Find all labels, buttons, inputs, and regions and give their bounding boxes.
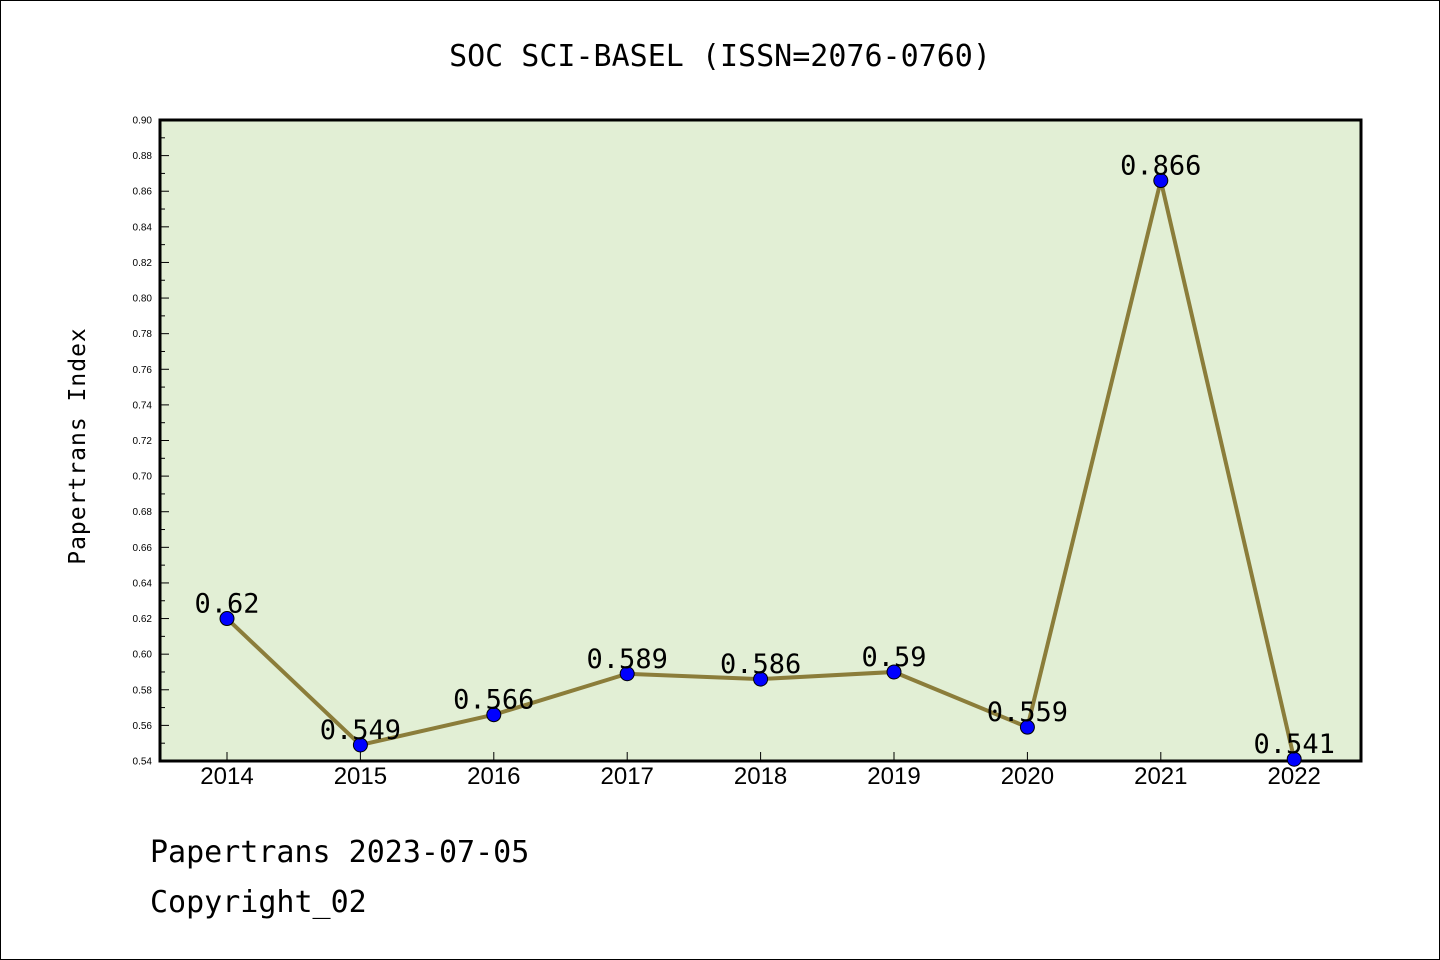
x-tick-label: 2021 [1134,763,1187,790]
y-tick-label: 0.86 [133,187,153,198]
x-tick-label: 2016 [467,763,520,790]
data-point-2018 [753,671,769,687]
y-axis-label: Papertrans Index [65,327,91,565]
y-tick-label: 0.78 [133,329,153,340]
data-label-2022: 0.541 [1254,729,1335,760]
y-tick-label: 0.84 [133,222,153,233]
x-tick-label: 2014 [200,763,253,790]
data-point-2016 [486,707,502,723]
y-tick-label: 0.76 [133,365,153,376]
data-point-2019 [886,664,902,680]
data-label-2015: 0.549 [320,715,401,746]
data-label-2019: 0.59 [861,642,926,673]
y-tick-label: 0.70 [133,472,153,483]
data-label-2018: 0.586 [720,649,801,680]
data-label-2021: 0.866 [1120,151,1201,182]
x-tick-label: 2019 [867,763,920,790]
x-tick-label: 2020 [1001,763,1054,790]
y-tick-label: 0.72 [133,436,153,447]
y-tick-label: 0.56 [133,721,153,732]
footer-date: Papertrans 2023-07-05 [150,835,530,870]
data-labels: 0.62 0.549 0.566 0.589 0.586 0.59 0.559 0.866 0.… [194,151,1334,761]
data-label-2020: 0.559 [987,697,1068,728]
plot-area [158,118,1363,763]
data-point-2022 [1286,751,1302,767]
y-tick-label: 0.90 [133,116,153,127]
y-tick-label: 0.60 [133,650,153,661]
chart-title: SOC SCI-BASEL (ISSN=2076-0760) [449,39,991,74]
x-tick-label: 2015 [334,763,387,790]
x-tick-label: 2018 [734,763,787,790]
y-tick-label: 0.74 [133,400,153,411]
x-axis: 2014 2015 2016 2017 2018 2019 2020 2021 2022 [200,752,1321,790]
y-tick-label: 0.58 [133,685,153,696]
data-label-2016: 0.566 [453,685,534,716]
y-axis: 0.54 0.56 0.58 0.60 0.62 0.64 0.66 0.68 0.70 0.72… [133,116,169,768]
data-point-2020 [1019,719,1035,735]
footer-copyright: Copyright_02 [150,885,367,920]
data-point-2015 [352,737,368,753]
data-label-2014: 0.62 [194,589,259,620]
data-points [219,173,1302,767]
y-tick-label: 0.66 [133,543,153,554]
y-tick-label: 0.64 [133,578,153,589]
x-tick-label: 2022 [1268,763,1321,790]
y-tick-label: 0.54 [133,757,153,768]
x-tick-label: 2017 [601,763,654,790]
data-point-2021 [1153,173,1169,189]
y-tick-label: 0.62 [133,614,153,625]
data-label-2017: 0.589 [587,644,668,675]
y-tick-label: 0.68 [133,507,153,518]
y-tick-label: 0.80 [133,294,153,305]
data-point-2017 [619,666,635,682]
data-point-2014 [219,611,235,627]
y-tick-label: 0.88 [133,151,153,162]
y-tick-label: 0.82 [133,258,153,269]
